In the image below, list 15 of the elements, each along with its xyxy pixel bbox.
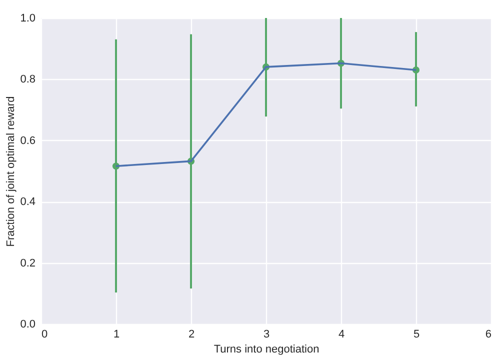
x-tick-label: 0 [42,328,48,340]
y-tick-label: 0.6 [20,134,36,147]
y-tick-label: 0.8 [20,74,36,86]
x-tick-label: 4 [338,328,345,340]
x-tick-label: 3 [263,328,270,340]
x-tick-label: 6 [485,328,492,340]
x-axis-title: Turns into negotiation [214,344,320,356]
y-tick-label: 1.0 [20,12,36,24]
x-tick-label: 1 [113,328,120,340]
x-tick-label: 2 [188,328,195,340]
y-tick-label: 0.2 [20,257,36,270]
y-axis-title: Fraction of joint optimal reward [5,96,18,247]
x-tick-label: 5 [413,328,420,340]
y-tick-label: 0.4 [20,196,36,208]
y-tick-label: 0.0 [20,318,36,330]
